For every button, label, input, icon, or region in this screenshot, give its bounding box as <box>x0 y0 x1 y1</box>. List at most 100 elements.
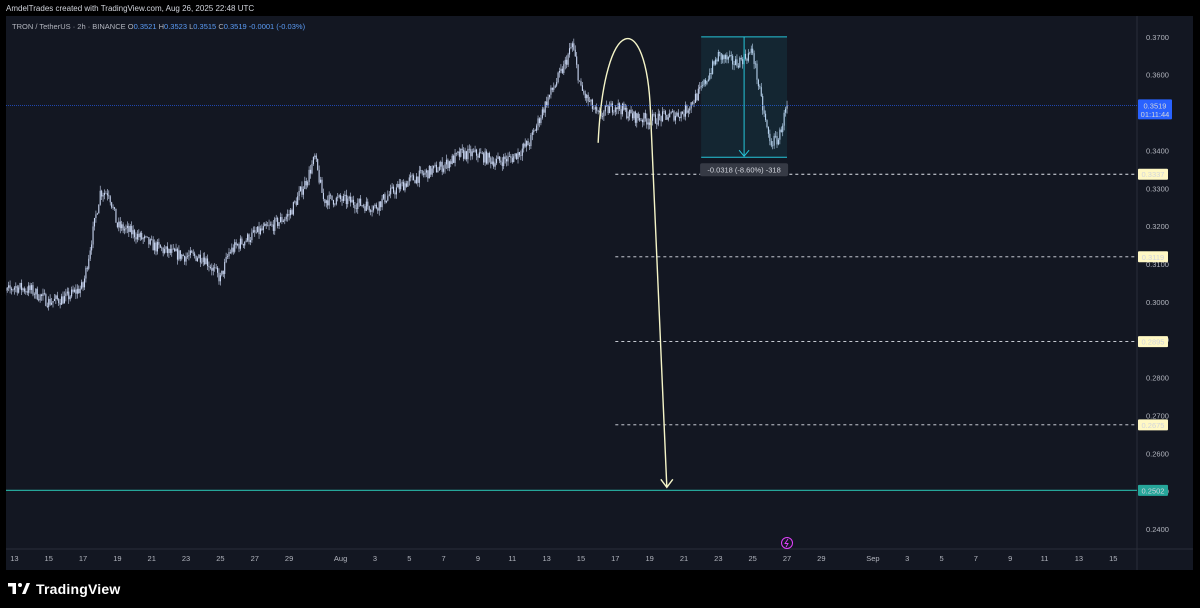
close-label: C <box>218 22 224 31</box>
candle-body <box>255 232 257 233</box>
candle-body <box>558 71 561 73</box>
symbol-name[interactable]: TRON / TetherUS · 2h · BINANCE <box>12 22 126 31</box>
candle-body <box>651 114 654 121</box>
candle-body <box>770 141 772 146</box>
candle-body <box>594 107 596 110</box>
candle-body <box>155 242 157 252</box>
candle-body <box>330 194 332 196</box>
candle-body <box>285 216 287 220</box>
projection-arrow-head <box>660 478 674 489</box>
candle-body <box>218 272 220 282</box>
x-tick-label: 9 <box>476 554 480 563</box>
candle-body <box>267 225 269 227</box>
candle-body <box>659 113 661 117</box>
candle-body <box>35 288 37 295</box>
candle-body <box>212 267 214 271</box>
candle-body <box>566 59 568 65</box>
candle-body <box>440 161 442 167</box>
candle-body <box>397 183 399 188</box>
candle-body <box>237 244 239 246</box>
candle-body <box>468 148 470 150</box>
candle-body <box>289 210 292 216</box>
x-tick-label: 19 <box>645 554 653 563</box>
candle-body <box>732 55 734 65</box>
x-tick-label: 7 <box>442 554 446 563</box>
candle-body <box>521 148 523 156</box>
candle-body <box>195 255 197 261</box>
candle-body <box>113 207 116 209</box>
candle-body <box>345 194 347 205</box>
candle-body <box>488 153 490 158</box>
candle-body <box>458 151 460 157</box>
candle-body <box>674 115 676 121</box>
candle-body <box>65 293 67 297</box>
candle-body <box>185 256 187 262</box>
candle-body <box>737 65 739 68</box>
candle-body <box>510 156 512 158</box>
support-level-label: 0.2895 <box>1142 338 1165 347</box>
candle-body <box>783 112 785 126</box>
candle-body <box>181 254 183 259</box>
candle-body <box>471 151 473 157</box>
support-level-badge <box>1138 251 1168 263</box>
candle-body <box>438 166 440 171</box>
candle-body <box>528 145 531 147</box>
measure-arrow-head <box>738 149 750 157</box>
candle-body <box>145 236 147 237</box>
candle-body <box>663 111 665 112</box>
x-tick-label: 15 <box>1109 554 1117 563</box>
candle-body <box>364 206 366 211</box>
candle-body <box>374 204 376 207</box>
candle-body <box>700 85 702 88</box>
measure-label-bg <box>700 163 789 177</box>
candle-body <box>269 224 272 226</box>
candle-body <box>699 87 701 89</box>
candle-body <box>568 48 571 55</box>
tradingview-logo-icon <box>8 583 30 594</box>
candle-body <box>36 288 38 300</box>
price-chart[interactable]: 0.37000.36000.35000.34000.33000.32000.31… <box>6 16 1193 570</box>
candle-body <box>649 122 651 125</box>
lightning-bolt-glyph <box>784 538 789 548</box>
candle-body <box>154 242 156 251</box>
candle-body <box>624 107 626 110</box>
candle-body <box>395 187 397 195</box>
candle-body <box>144 236 146 239</box>
candle-body <box>523 143 525 149</box>
candle-body <box>623 103 625 110</box>
candle-body <box>690 102 692 109</box>
candle-body <box>726 55 728 60</box>
candle-body <box>215 267 217 269</box>
candle-body <box>413 175 415 181</box>
candle-body <box>724 55 727 59</box>
x-tick-label: 27 <box>251 554 259 563</box>
y-tick-label: 0.3700 <box>1146 33 1169 42</box>
candle-body <box>762 96 764 111</box>
chart-panel[interactable]: 0.37000.36000.35000.34000.33000.32000.31… <box>6 16 1193 570</box>
candle-body <box>169 248 171 253</box>
candle-body <box>297 196 299 205</box>
candle-body <box>550 87 552 95</box>
y-tick-label: 0.2400 <box>1146 525 1169 534</box>
candle-body <box>314 155 316 158</box>
candle-body <box>596 107 598 111</box>
candle-body <box>669 113 671 118</box>
candle-body <box>108 195 110 197</box>
candle-body <box>51 302 53 305</box>
y-tick-label: 0.2700 <box>1146 411 1169 420</box>
candle-body <box>609 106 611 114</box>
support-level-badge <box>1138 419 1168 431</box>
candle-body <box>46 305 48 307</box>
candle-body <box>676 112 678 116</box>
candle-body <box>59 302 61 305</box>
x-tick-label: 13 <box>542 554 550 563</box>
candle-body <box>531 132 533 135</box>
candle-body <box>214 267 216 269</box>
candle-body <box>39 294 41 301</box>
candle-body <box>631 113 634 119</box>
candle-body <box>294 201 296 203</box>
candle-body <box>443 168 445 172</box>
candle-body <box>600 111 602 117</box>
x-tick-label: 7 <box>974 554 978 563</box>
candle-body <box>574 49 576 57</box>
